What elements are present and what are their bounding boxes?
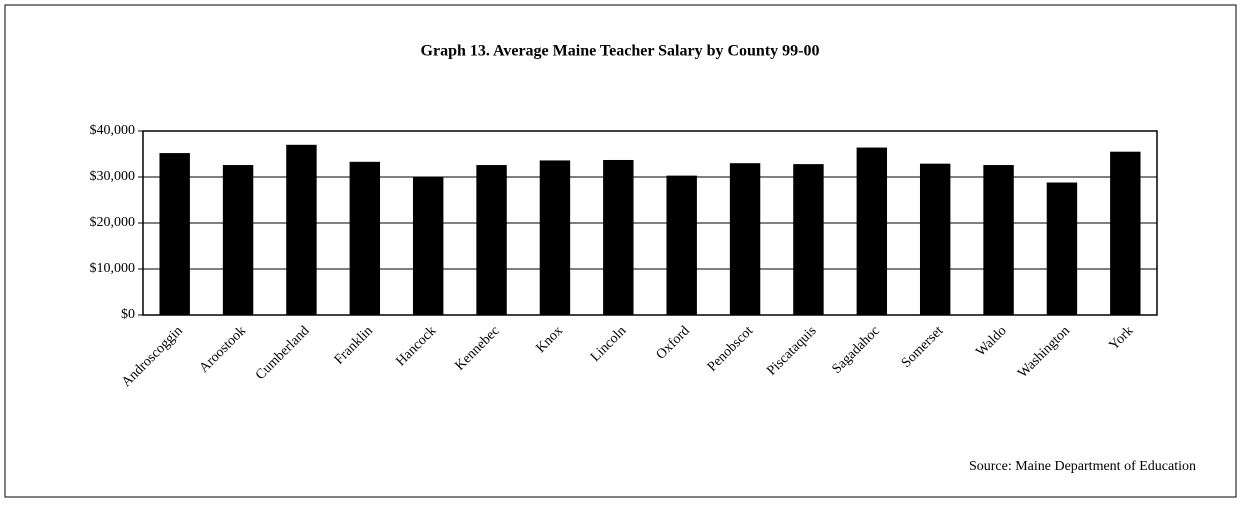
x-tick-label: Somerset xyxy=(899,323,947,371)
x-tick-label: Washington xyxy=(1015,323,1073,381)
bar xyxy=(222,165,254,315)
x-tick-label: Penobscot xyxy=(705,323,756,374)
bar xyxy=(1046,182,1078,315)
chart-title: Graph 13. Average Maine Teacher Salary b… xyxy=(421,43,820,60)
source: Source: Maine Department of Education xyxy=(969,459,1196,474)
x-tick-label: Piscataquis xyxy=(764,323,819,378)
bar xyxy=(919,163,951,315)
bar xyxy=(666,175,697,315)
frame xyxy=(4,4,1237,498)
bar xyxy=(286,144,317,315)
x-tick-label: Hancock xyxy=(393,323,439,369)
plot-area xyxy=(142,130,1158,316)
x-tick-label: Androscoggin xyxy=(119,323,186,390)
bar xyxy=(1110,151,1141,315)
bar xyxy=(729,163,761,315)
y-tick-label: $10,000 xyxy=(90,261,136,276)
x-tick-label: Kennebec xyxy=(452,323,502,373)
y-tick-label: $40,000 xyxy=(90,123,136,138)
bar xyxy=(856,147,888,315)
x-tick-label: Lincoln xyxy=(588,323,629,364)
x-tick-label: Sagadahoc xyxy=(829,323,882,376)
bar xyxy=(603,159,634,315)
bar xyxy=(159,153,190,315)
x-tick-label: Franklin xyxy=(332,323,376,367)
x-tick-label: Knox xyxy=(533,323,566,356)
bar xyxy=(983,165,1014,315)
y-tick-label: $0 xyxy=(121,307,135,322)
x-tick-label: Waldo xyxy=(973,323,1009,359)
bar xyxy=(793,164,824,315)
y-tick-label: $30,000 xyxy=(90,169,136,184)
bar xyxy=(539,160,571,315)
y-tick-label: $20,000 xyxy=(90,215,136,230)
x-tick-label: Cumberland xyxy=(253,323,313,383)
bar xyxy=(476,165,507,315)
x-tick-label: York xyxy=(1106,323,1136,353)
bar xyxy=(412,176,444,315)
x-tick-label: Oxford xyxy=(654,323,693,362)
bar xyxy=(349,161,381,315)
x-tick-label: Aroostook xyxy=(197,323,249,375)
